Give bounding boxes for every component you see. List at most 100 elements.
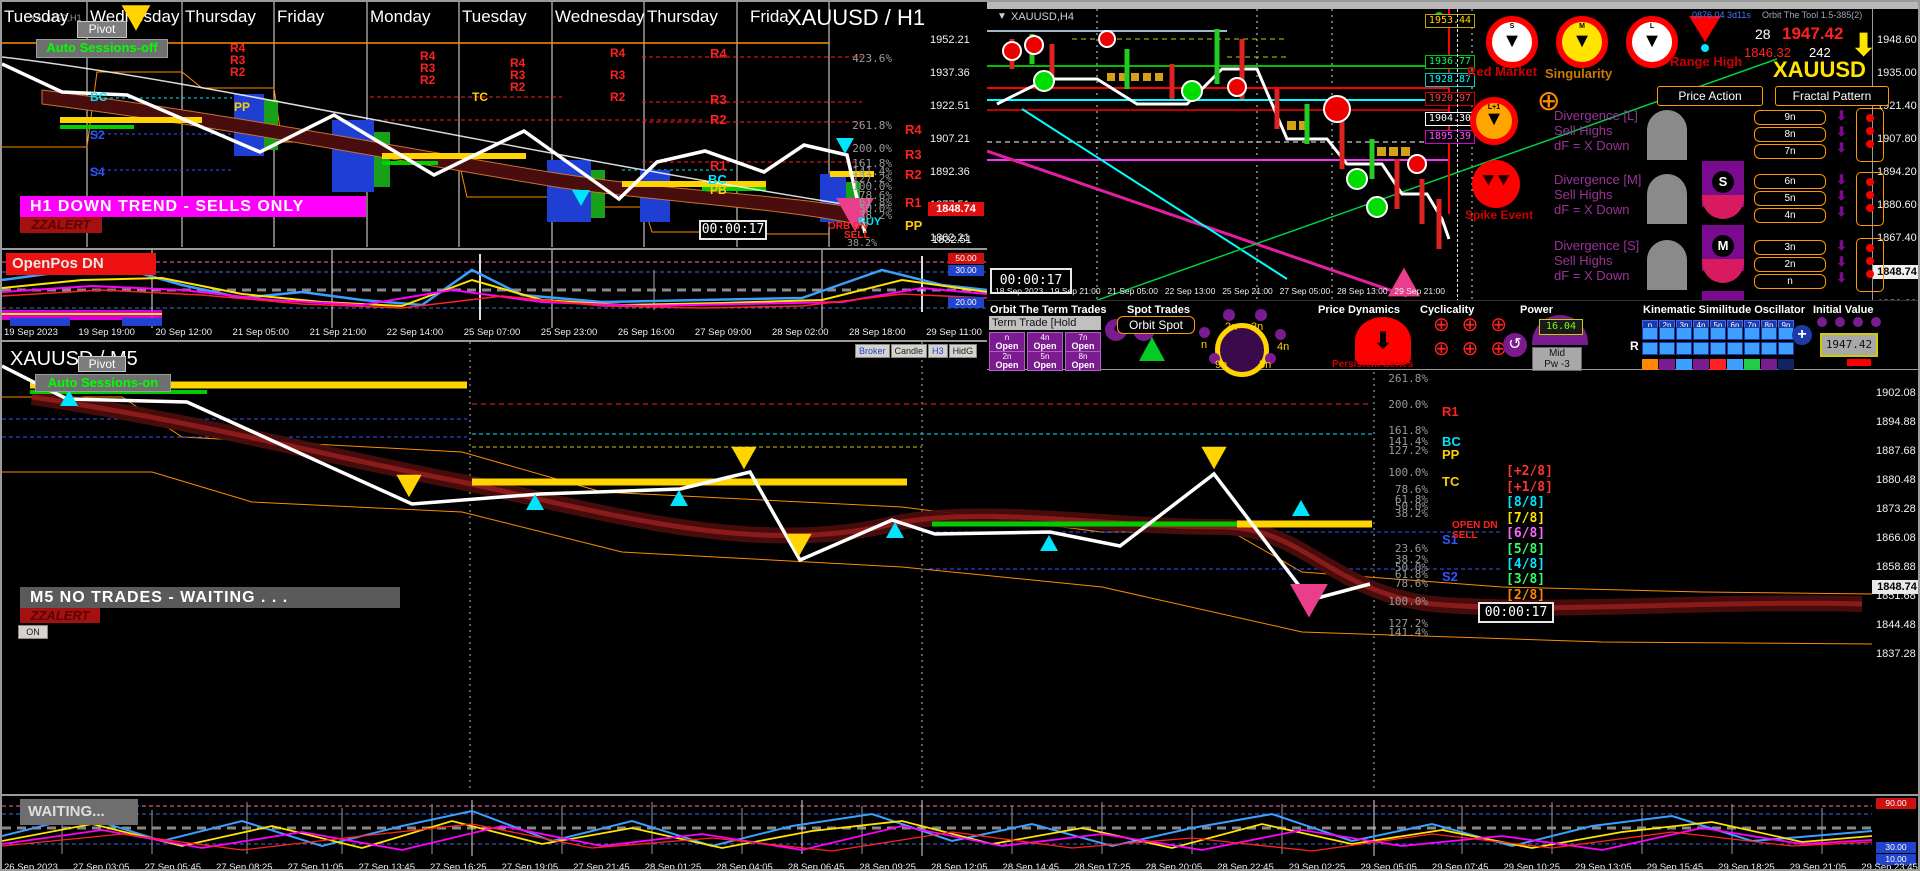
spike-event-icon[interactable]: ⯆⯆ <box>1472 160 1520 208</box>
time-tick: 29 Sep 02:25 <box>1288 862 1346 871</box>
h1-title: XAUUSD / H1 <box>787 5 926 30</box>
waiting-badge: WAITING... <box>20 799 138 825</box>
time-tick: 28 Sep 14:45 <box>1002 862 1060 871</box>
buy-arrow-icon[interactable] <box>1139 337 1165 361</box>
time-tick: 29 Sep 18:25 <box>1718 862 1775 871</box>
pivot-label: R3 <box>610 68 626 82</box>
range-high-label: Range High <box>1670 54 1743 69</box>
price-action-button[interactable]: Price Action <box>1657 86 1763 106</box>
hidg-button[interactable]: HidG <box>948 344 978 358</box>
price-tick: 1907.80 <box>1877 133 1917 145</box>
day-label: Frida <box>750 7 789 26</box>
time-tick: 29 Sep 21:00 <box>1394 286 1445 296</box>
bc-label: BC <box>90 90 108 104</box>
period-button[interactable]: 8n <box>1754 127 1826 142</box>
pivot-label: R2 <box>610 90 626 104</box>
pivot-button[interactable]: Pivot <box>78 356 126 372</box>
period-button[interactable]: 9n <box>1754 110 1826 125</box>
time-tick: 29 Sep 10:25 <box>1503 862 1560 871</box>
zzalert-badge[interactable]: ZZALERT <box>20 217 102 233</box>
market-mode-l-button[interactable]: L ▼ <box>1626 16 1678 68</box>
time-tick: 27 Sep 09:00 <box>694 327 752 338</box>
dial-dot <box>1223 309 1235 321</box>
h1-countdown: 00:00:17 <box>699 220 767 240</box>
kso-row <box>1642 342 1795 360</box>
pivot-label: R3 <box>420 61 436 75</box>
time-tick: 29 Sep 13:05 <box>1575 862 1632 871</box>
power-cycle-icon[interactable]: ↺ <box>1503 333 1527 357</box>
h1-symbol-label: XAUUSD,H1 <box>30 13 82 23</box>
buy-signal-arrow-icon <box>60 390 78 406</box>
time-tick: 27 Sep 13:45 <box>358 862 415 871</box>
dial-label: 5n <box>1259 359 1272 371</box>
chart-window-m5: XAUUSD / M5 Pivot Auto Sessions-on Broke… <box>2 340 1918 871</box>
dial-dot <box>1255 309 1267 321</box>
time-tick: 27 Sep 03:05 <box>72 862 130 871</box>
h4-symbol-caret[interactable]: ▼ <box>997 11 1007 22</box>
term-open-button[interactable]: 4n Open <box>1027 332 1063 352</box>
period-button[interactable]: 3n <box>1754 240 1826 255</box>
auto-sessions-button[interactable]: Auto Sessions-off <box>36 39 168 58</box>
period-button[interactable]: 5n <box>1754 191 1826 206</box>
orbit-dial[interactable] <box>1215 323 1269 377</box>
pivot-label: R3 <box>230 53 246 67</box>
period-button[interactable]: 2n <box>1754 257 1826 272</box>
tc-label: TC <box>472 90 488 104</box>
price-tick: 1935.00 <box>1877 67 1917 79</box>
h4-scroll-strip[interactable] <box>987 2 1918 9</box>
status-dots <box>1856 238 1884 292</box>
price-tick: 1858.88 <box>1876 561 1916 573</box>
osc-level: 50.00 <box>948 253 984 264</box>
pivot-button[interactable]: Pivot <box>77 21 127 38</box>
market-mode-s-button[interactable]: S ▼ <box>1486 16 1538 68</box>
m5-oscillator-panel: WAITING... 90.00 30.00 10.00 <box>2 794 1918 865</box>
auto-sessions-button[interactable]: Auto Sessions-on <box>35 374 171 392</box>
signal-arrow-icon <box>572 190 590 206</box>
pivot-labels: R4 R3 R2 <box>610 42 625 108</box>
fractal-pattern-button[interactable]: Fractal Pattern <box>1775 86 1889 106</box>
kso-plus-button[interactable]: + <box>1792 325 1812 345</box>
tool-info-blue: 0876.04 3d11s <box>1692 10 1751 20</box>
period-button[interactable]: n <box>1754 274 1826 289</box>
day-label: Thursday <box>647 7 718 26</box>
stat-price: 1947.42 <box>1782 24 1844 43</box>
m5-oscillator-drawing <box>2 800 1872 856</box>
time-tick: 27 Sep 08:25 <box>216 862 273 871</box>
on-button[interactable]: ON <box>18 625 48 639</box>
price-dynamics-icon[interactable]: ⬇ <box>1355 317 1411 365</box>
term-open-button[interactable]: n Open <box>989 332 1025 352</box>
kso-signal-row <box>1642 357 1795 375</box>
sell-arrow-icon <box>396 474 422 498</box>
term-open-button[interactable]: 5n Open <box>1027 351 1063 371</box>
time-tick: 29 Sep 11:00 <box>926 327 982 338</box>
market-mode-m-button[interactable]: M ▼ <box>1556 16 1608 68</box>
zzalert-badge[interactable]: ZZALERT <box>20 608 100 623</box>
period-button[interactable]: 4n <box>1754 208 1826 223</box>
time-tick: 20 Sep 12:00 <box>155 327 213 338</box>
period-button[interactable]: 7n <box>1754 144 1826 159</box>
l-plus-1-button[interactable]: L+1 ▼ <box>1470 97 1518 145</box>
red-market-label: Red Market <box>1467 64 1538 79</box>
power-mode-box[interactable]: Mid Pw -3 <box>1532 347 1582 371</box>
term-open-button[interactable]: 2n Open <box>989 351 1025 371</box>
period-button[interactable]: 6n <box>1754 174 1826 189</box>
time-tick: 21 Sep 21:00 <box>309 327 367 338</box>
price-tick: 1892.36 <box>930 166 970 178</box>
candle-button[interactable]: Candle <box>890 344 928 358</box>
openpos-badge: OpenPos DN <box>6 253 156 275</box>
price-tick: 1867.40 <box>1877 232 1917 244</box>
term-open-button[interactable]: 8n Open <box>1065 351 1101 371</box>
time-tick: 19 Sep 19:00 <box>78 327 135 338</box>
orbit-spot-button[interactable]: Orbit Spot <box>1117 316 1195 334</box>
term-open-button[interactable]: 7n Open <box>1065 332 1101 352</box>
persistent-series-label: Persistent Series <box>1332 359 1414 370</box>
time-tick: 19 Sep 21:00 <box>1050 286 1101 296</box>
broker-button[interactable]: Broker <box>855 344 890 358</box>
open-dn-label: OPEN DN <box>1452 520 1498 531</box>
h3-button[interactable]: H3 <box>928 344 948 358</box>
price-tick: 1844.48 <box>1876 619 1916 631</box>
day-label: Friday <box>277 7 325 26</box>
m5-octave-levels: [+2/8] [+1/8] [8/8] [7/8] [6/8] [5/8] [4/8] [3/… <box>1506 464 1553 619</box>
price-dynamics-header: Price Dynamics <box>1318 304 1400 316</box>
